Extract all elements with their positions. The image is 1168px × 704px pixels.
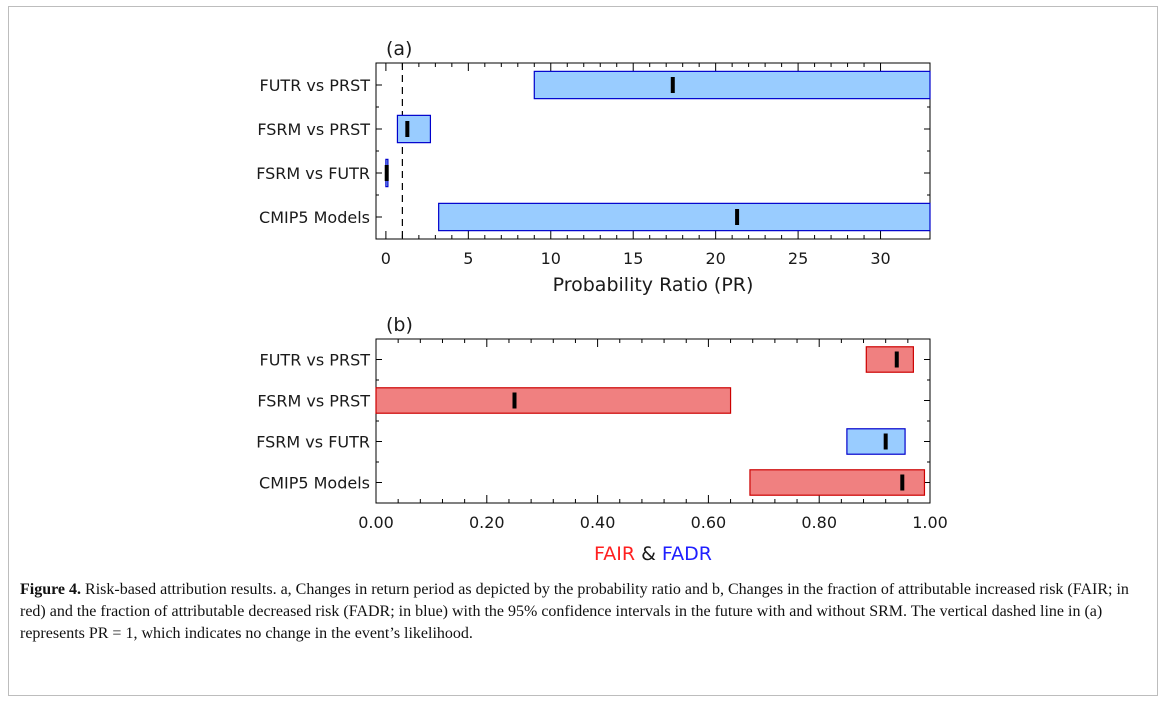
- x-tick-label: 0.20: [469, 513, 505, 532]
- category-label: CMIP5 Models: [259, 474, 370, 493]
- x-axis-title-part: FADR: [656, 543, 712, 565]
- x-tick-label: 0.60: [691, 513, 727, 532]
- x-tick-label: 0: [381, 249, 391, 268]
- x-tick-label: 30: [870, 249, 890, 268]
- interval-bar: [375, 387, 732, 414]
- category-label: FSRM vs PRST: [257, 120, 370, 139]
- x-tick-label: 15: [623, 249, 643, 268]
- category-label: FSRM vs PRST: [257, 392, 370, 411]
- category-label: FUTR vs PRST: [260, 76, 371, 95]
- figure-caption: Figure 4. Risk-based attribution results…: [20, 579, 1145, 645]
- x-axis-title: FAIR & FADR: [594, 543, 712, 565]
- x-tick-label: 10: [541, 249, 561, 268]
- x-axis-title-part: &: [635, 543, 656, 565]
- figure-4-chart: (a) FUTR vs PRST FSRM vs PRST FSRM vs FUTR C…: [256, 38, 948, 565]
- x-tick-label: 20: [705, 249, 725, 268]
- x-tick-label: 25: [788, 249, 808, 268]
- x-tick-label: 0.00: [358, 513, 394, 532]
- category-label: FSRM vs FUTR: [256, 433, 370, 452]
- panel-a: (a) FUTR vs PRST FSRM vs PRST FSRM vs FUTR C…: [256, 38, 931, 296]
- x-axis-title-part: FAIR: [594, 543, 635, 565]
- interval-bar: [396, 114, 432, 144]
- category-label: FSRM vs FUTR: [256, 164, 370, 183]
- x-tick-label: 1.00: [912, 513, 948, 532]
- x-tick-label: 0.40: [580, 513, 616, 532]
- x-axis-title: Probability Ratio (PR): [553, 274, 754, 296]
- x-tick-label: 5: [463, 249, 473, 268]
- caption-text: Risk-based attribution results. a, Chang…: [20, 581, 1129, 642]
- x-tick-label: 0.80: [801, 513, 837, 532]
- category-label: CMIP5 Models: [259, 208, 370, 227]
- category-label: FUTR vs PRST: [260, 351, 371, 370]
- caption-label: Figure 4.: [20, 581, 82, 598]
- panel-label: (b): [386, 314, 413, 336]
- interval-bar: [438, 202, 931, 232]
- panel-b: (b) FUTR vs PRST FSRM vs PRST FSRM vs FUTR C…: [256, 314, 948, 565]
- interval-bar: [749, 469, 926, 496]
- panel-label: (a): [386, 38, 412, 60]
- interval-bar: [865, 346, 914, 373]
- interval-bar: [533, 70, 931, 100]
- interval-bar: [846, 428, 906, 455]
- figure-frame: [8, 6, 1158, 696]
